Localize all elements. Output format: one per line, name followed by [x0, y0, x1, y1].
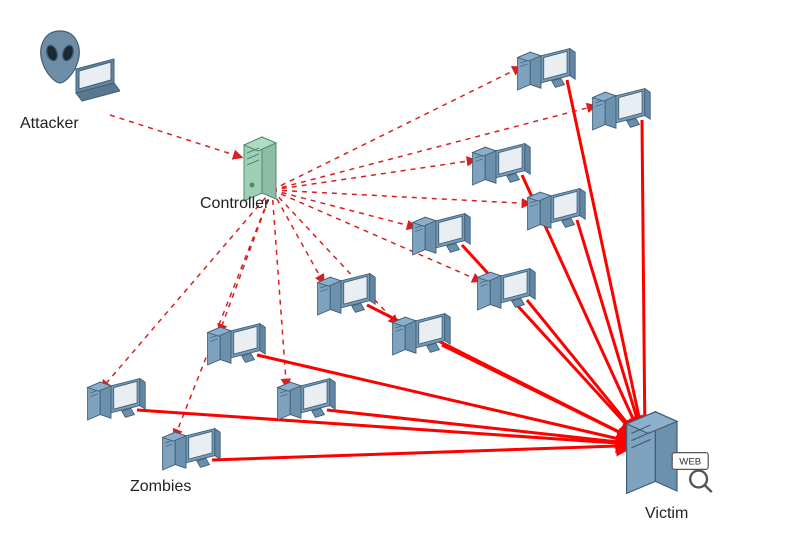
zombies-label: Zombies	[130, 478, 191, 496]
zombie-node-4	[409, 210, 472, 265]
ddos-diagram: WEB	[0, 0, 800, 542]
computer-icon	[314, 270, 377, 320]
attacker-icon	[30, 25, 120, 115]
controller-label: Controller	[200, 195, 269, 213]
web-badge-text: WEB	[679, 457, 701, 468]
zombie-node-0	[514, 45, 577, 100]
computer-icon	[409, 210, 472, 260]
zombie-node-10	[84, 375, 147, 430]
zombie-node-1	[589, 85, 652, 140]
zombie-node-7	[389, 310, 452, 365]
zombie-node-9	[274, 375, 337, 430]
zombie-node-6	[314, 270, 377, 325]
computer-icon	[274, 375, 337, 425]
zombie-node-11	[159, 425, 222, 480]
zombie-node-2	[469, 140, 532, 195]
computer-icon	[514, 45, 577, 95]
computer-icon	[159, 425, 222, 475]
computer-icon	[589, 85, 652, 135]
computer-icon	[469, 140, 532, 190]
victim-label: Victim	[645, 505, 688, 523]
attacker-label: Attacker	[20, 115, 79, 133]
attacker-node	[30, 25, 120, 120]
computer-icon	[524, 185, 587, 235]
zombie-node-3	[524, 185, 587, 240]
victim-node: WEB	[617, 407, 713, 508]
zombie-node-5	[474, 265, 537, 320]
computer-icon	[84, 375, 147, 425]
zombie-node-8	[204, 320, 267, 375]
computer-icon	[204, 320, 267, 370]
computer-icon	[474, 265, 537, 315]
victim-server-icon: WEB	[617, 407, 713, 503]
computer-icon	[389, 310, 452, 360]
